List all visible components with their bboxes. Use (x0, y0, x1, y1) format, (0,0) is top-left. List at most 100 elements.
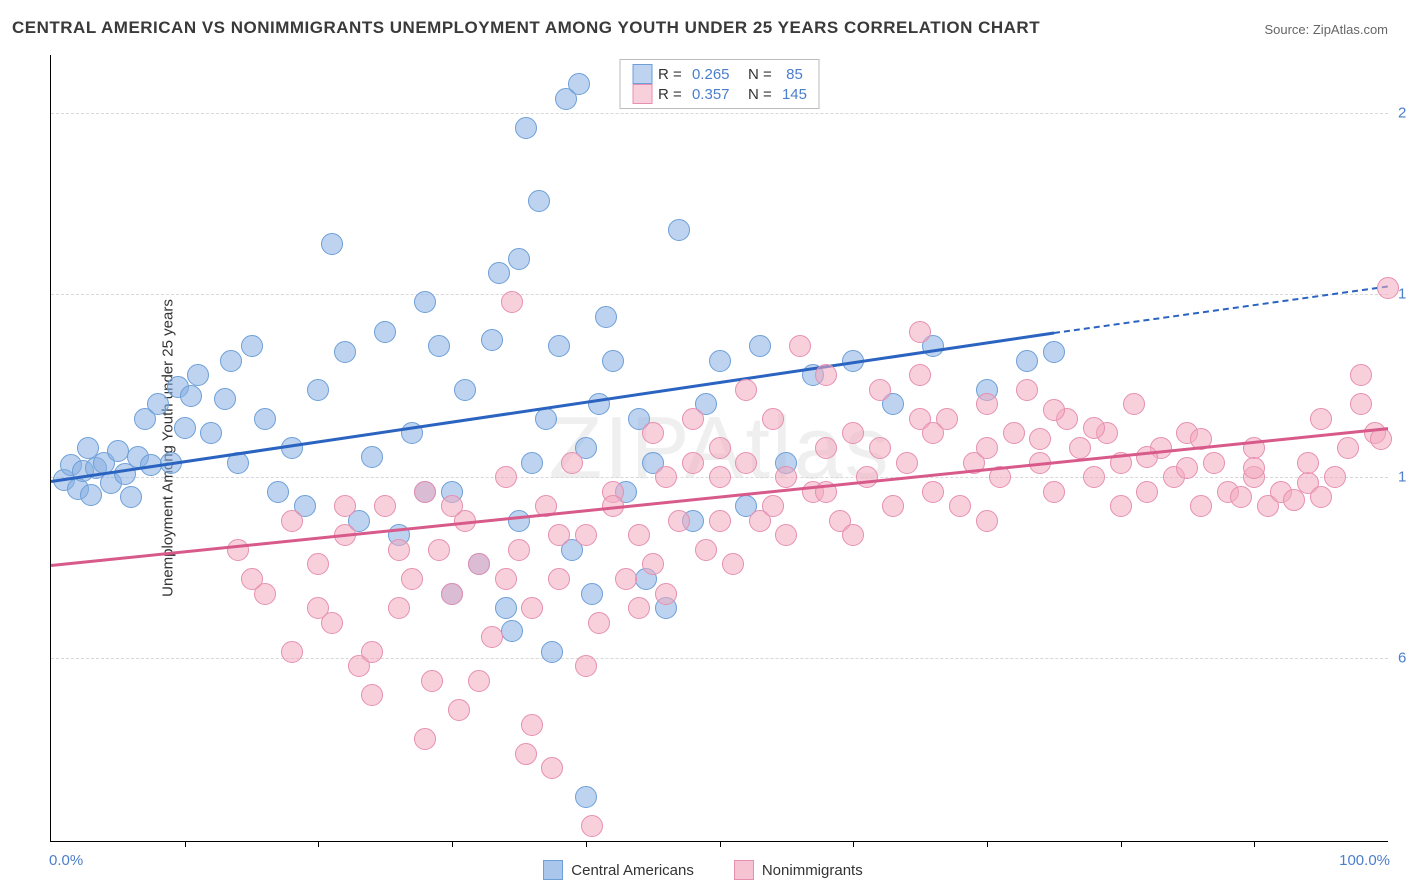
scatter-point (548, 568, 570, 590)
x-tick (1254, 841, 1255, 847)
legend-swatch-2 (734, 860, 754, 880)
scatter-point (528, 190, 550, 212)
scatter-point (334, 341, 356, 363)
scatter-point (976, 510, 998, 532)
scatter-point (508, 510, 530, 532)
scatter-point (120, 486, 142, 508)
y-tick-label: 12.5% (1398, 469, 1406, 486)
scatter-point (628, 524, 650, 546)
x-tick (586, 841, 587, 847)
scatter-point (842, 422, 864, 444)
scatter-point (80, 484, 102, 506)
scatter-point (896, 452, 918, 474)
scatter-point (214, 388, 236, 410)
x-tick (452, 841, 453, 847)
scatter-point (241, 335, 263, 357)
n-value-1: 85 (786, 66, 803, 83)
scatter-point (508, 248, 530, 270)
scatter-point (501, 291, 523, 313)
scatter-point (521, 714, 543, 736)
scatter-point (388, 597, 410, 619)
scatter-point (488, 262, 510, 284)
scatter-point (581, 583, 603, 605)
scatter-point (321, 233, 343, 255)
scatter-point (775, 524, 797, 546)
scatter-point (1310, 408, 1332, 430)
scatter-point (1016, 379, 1038, 401)
scatter-point (668, 510, 690, 532)
scatter-point (147, 393, 169, 415)
scatter-point (668, 219, 690, 241)
scatter-point (1083, 466, 1105, 488)
scatter-point (515, 743, 537, 765)
scatter-point (709, 437, 731, 459)
scatter-point (1297, 452, 1319, 474)
scatter-point (401, 568, 423, 590)
scatter-point (307, 379, 329, 401)
chart-title: CENTRAL AMERICAN VS NONIMMIGRANTS UNEMPL… (12, 18, 1040, 38)
scatter-point (575, 524, 597, 546)
scatter-point (521, 597, 543, 619)
scatter-point (481, 626, 503, 648)
stats-row-series-2: R = 0.357 N = 145 (632, 84, 807, 104)
scatter-point (815, 364, 837, 386)
x-tick (1121, 841, 1122, 847)
scatter-point (281, 510, 303, 532)
scatter-point (1029, 428, 1051, 450)
scatter-point (281, 641, 303, 663)
scatter-point (1370, 428, 1392, 450)
scatter-point (1043, 341, 1065, 363)
swatch-series-1 (632, 64, 652, 84)
stats-row-series-1: R = 0.265 N = 85 (632, 64, 807, 84)
scatter-point (1083, 417, 1105, 439)
scatter-point (414, 291, 436, 313)
scatter-point (882, 495, 904, 517)
scatter-point (1377, 277, 1399, 299)
scatter-point (515, 117, 537, 139)
scatter-point (414, 728, 436, 750)
y-tick-label: 18.8% (1398, 285, 1406, 302)
legend-bottom: Central Americans Nonimmigrants (0, 860, 1406, 880)
chart-plot-area: Unemployment Among Youth under 25 years … (50, 55, 1388, 842)
scatter-point (762, 408, 784, 430)
scatter-point (842, 524, 864, 546)
scatter-point (575, 786, 597, 808)
scatter-point (869, 379, 891, 401)
scatter-point (628, 597, 650, 619)
scatter-point (468, 670, 490, 692)
legend-item-2: Nonimmigrants (734, 860, 863, 880)
scatter-point (1110, 495, 1132, 517)
scatter-point (642, 422, 664, 444)
scatter-point (468, 553, 490, 575)
scatter-point (856, 466, 878, 488)
scatter-point (107, 440, 129, 462)
grid-line (51, 113, 1388, 114)
scatter-point (361, 641, 383, 663)
y-tick-label: 25.0% (1398, 105, 1406, 122)
legend-label-1: Central Americans (571, 862, 694, 879)
scatter-point (749, 335, 771, 357)
scatter-point (334, 495, 356, 517)
x-tick (720, 841, 721, 847)
scatter-point (909, 321, 931, 343)
scatter-point (1176, 457, 1198, 479)
x-tick (987, 841, 988, 847)
scatter-point (481, 329, 503, 351)
scatter-point (976, 393, 998, 415)
scatter-point (595, 306, 617, 328)
scatter-point (561, 452, 583, 474)
scatter-point (267, 481, 289, 503)
scatter-point (735, 452, 757, 474)
r-value-2: 0.357 (692, 86, 730, 103)
scatter-point (414, 481, 436, 503)
scatter-point (709, 350, 731, 372)
grid-line (51, 294, 1388, 295)
scatter-point (709, 510, 731, 532)
scatter-point (1230, 486, 1252, 508)
scatter-point (775, 466, 797, 488)
scatter-point (682, 452, 704, 474)
scatter-point (548, 524, 570, 546)
scatter-point (1337, 437, 1359, 459)
scatter-point (541, 641, 563, 663)
scatter-point (1350, 364, 1372, 386)
